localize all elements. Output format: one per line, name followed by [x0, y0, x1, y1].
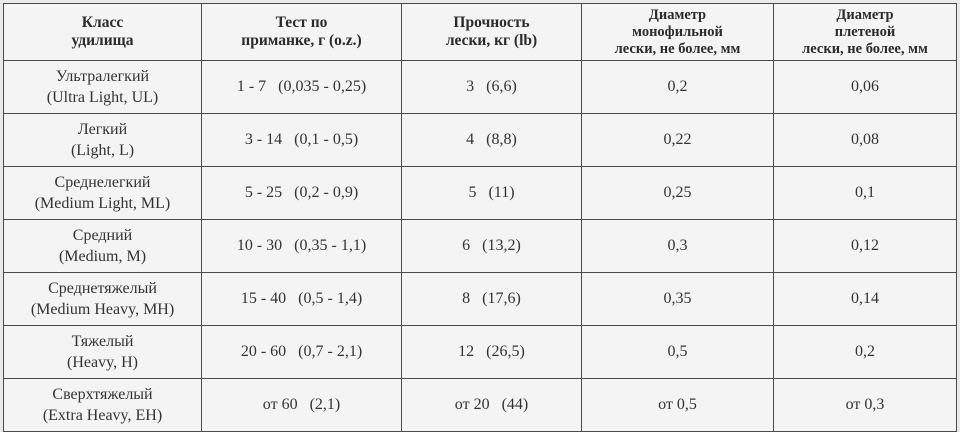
braid-diameter-cell: 0,14 [773, 272, 957, 326]
rod-class-en: (Extra Heavy, EH) [42, 407, 163, 424]
header-lure-test: Тест по приманке, г (o.z.) [201, 3, 402, 61]
rod-class-cell: Сверхтяжелый (Extra Heavy, EH) [3, 378, 202, 432]
lure-test-cell: 1 - 7 (0,035 - 0,25) [201, 60, 402, 114]
rod-class-ru: Среднетяжелый [48, 280, 157, 297]
line-strength-value: 8 (17,6) [462, 290, 521, 307]
rod-class-ru: Средний [72, 227, 133, 244]
lure-test-value: 10 - 30 (0,35 - 1,1) [236, 237, 367, 254]
line-strength-cell: 4 (8,8) [401, 113, 582, 167]
lure-test-cell: 10 - 30 (0,35 - 1,1) [201, 219, 402, 273]
line-strength-cell: 8 (17,6) [401, 272, 582, 326]
table-row: Ультралегкий (Ultra Light, UL) 1 - 7 (0,… [3, 60, 957, 114]
table-row: Сверхтяжелый (Extra Heavy, EH) от 60 (2,… [3, 378, 957, 432]
rod-class-cell: Легкий (Light, L) [3, 113, 202, 167]
line-strength-cell: 12 (26,5) [401, 325, 582, 379]
lure-test-value: 5 - 25 (0,2 - 0,9) [244, 184, 359, 201]
mono-diameter-cell: 0,5 [581, 325, 774, 379]
header-line: Диаметр [836, 6, 894, 23]
rod-class-cell: Ультралегкий (Ultra Light, UL) [3, 60, 202, 114]
mono-diameter-cell: 0,3 [581, 219, 774, 273]
table-row: Средний (Medium, M) 10 - 30 (0,35 - 1,1)… [3, 219, 957, 273]
lure-test-value: 1 - 7 (0,035 - 0,25) [236, 78, 367, 95]
line-strength-value: 12 (26,5) [458, 343, 525, 360]
rod-class-en: (Ultra Light, UL) [46, 89, 159, 106]
rod-class-ru: Среднелегкий [54, 174, 151, 191]
mono-diameter-cell: 0,2 [581, 60, 774, 114]
mono-diameter-cell: 0,25 [581, 166, 774, 220]
table-row: Тяжелый (Heavy, H) 20 - 60 (0,7 - 2,1) 1… [3, 325, 957, 379]
braid-diameter-cell: 0,06 [773, 60, 957, 114]
header-line: Прочность [453, 14, 530, 31]
header-rod-class: Класс удилища [3, 3, 202, 61]
rod-class-en: (Medium Heavy, MH) [30, 301, 175, 318]
lure-test-value: от 60 (2,1) [262, 396, 341, 413]
lure-test-value: 20 - 60 (0,7 - 2,1) [240, 343, 363, 360]
lure-test-value: 15 - 40 (0,5 - 1,4) [240, 290, 363, 307]
lure-test-cell: 5 - 25 (0,2 - 0,9) [201, 166, 402, 220]
table-row: Среднетяжелый (Medium Heavy, MH) 15 - 40… [3, 272, 957, 326]
line-strength-cell: 6 (13,2) [401, 219, 582, 273]
rod-class-cell: Средний (Medium, M) [3, 219, 202, 273]
mono-diameter-cell: 0,35 [581, 272, 774, 326]
line-strength-value: 5 (11) [468, 184, 515, 201]
header-line: плетеной [834, 23, 896, 40]
rod-class-table-container: Класс удилища Тест по приманке, г (o.z.)… [3, 3, 957, 432]
header-line: лески, не более, мм [802, 40, 928, 57]
header-line: монофильной [632, 23, 723, 40]
lure-test-cell: от 60 (2,1) [201, 378, 402, 432]
rod-class-ru: Тяжелый [71, 333, 134, 350]
lure-test-value: 3 - 14 (0,1 - 0,5) [244, 131, 359, 148]
header-line: Диаметр [648, 6, 707, 23]
mono-diameter-cell: от 0,5 [581, 378, 774, 432]
header-line: удилища [71, 32, 134, 49]
table-row: Среднелегкий (Medium Light, ML) 5 - 25 (… [3, 166, 957, 220]
line-strength-value: 3 (6,6) [466, 78, 517, 95]
rod-class-en: (Medium, M) [58, 248, 147, 265]
rod-class-ru: Ультралегкий [55, 68, 150, 85]
rod-class-en: (Medium Light, ML) [34, 195, 171, 212]
lure-test-cell: 3 - 14 (0,1 - 0,5) [201, 113, 402, 167]
line-strength-value: от 20 (44) [454, 396, 529, 413]
braid-diameter-cell: 0,2 [773, 325, 957, 379]
table-header-row: Класс удилища Тест по приманке, г (o.z.)… [3, 3, 957, 61]
header-line: Класс [81, 14, 124, 31]
header-line: лески, не более, мм [614, 40, 741, 57]
lure-test-cell: 20 - 60 (0,7 - 2,1) [201, 325, 402, 379]
braid-diameter-cell: 0,08 [773, 113, 957, 167]
braid-diameter-cell: 0,12 [773, 219, 957, 273]
line-strength-value: 6 (13,2) [462, 237, 521, 254]
line-strength-cell: 3 (6,6) [401, 60, 582, 114]
header-line: приманке, г (o.z.) [241, 32, 362, 49]
line-strength-value: 4 (8,8) [466, 131, 517, 148]
table-row: Легкий (Light, L) 3 - 14 (0,1 - 0,5) 4 (… [3, 113, 957, 167]
header-line: лески, кг (lb) [445, 32, 538, 49]
rod-class-ru: Сверхтяжелый [52, 386, 153, 403]
rod-class-table: Класс удилища Тест по приманке, г (o.z.)… [3, 3, 957, 432]
rod-class-en: (Heavy, H) [67, 354, 138, 371]
rod-class-cell: Тяжелый (Heavy, H) [3, 325, 202, 379]
line-strength-cell: 5 (11) [401, 166, 582, 220]
rod-class-en: (Light, L) [70, 142, 135, 159]
header-mono-diameter: Диаметр монофильной лески, не более, мм [581, 3, 774, 61]
line-strength-cell: от 20 (44) [401, 378, 582, 432]
lure-test-cell: 15 - 40 (0,5 - 1,4) [201, 272, 402, 326]
rod-class-cell: Среднелегкий (Medium Light, ML) [3, 166, 202, 220]
braid-diameter-cell: от 0,3 [773, 378, 957, 432]
header-line-strength: Прочность лески, кг (lb) [401, 3, 582, 61]
mono-diameter-cell: 0,22 [581, 113, 774, 167]
rod-class-cell: Среднетяжелый (Medium Heavy, MH) [3, 272, 202, 326]
rod-class-ru: Легкий [77, 121, 128, 138]
header-braid-diameter: Диаметр плетеной лески, не более, мм [773, 3, 957, 61]
header-line: Тест по [275, 14, 328, 31]
braid-diameter-cell: 0,1 [773, 166, 957, 220]
